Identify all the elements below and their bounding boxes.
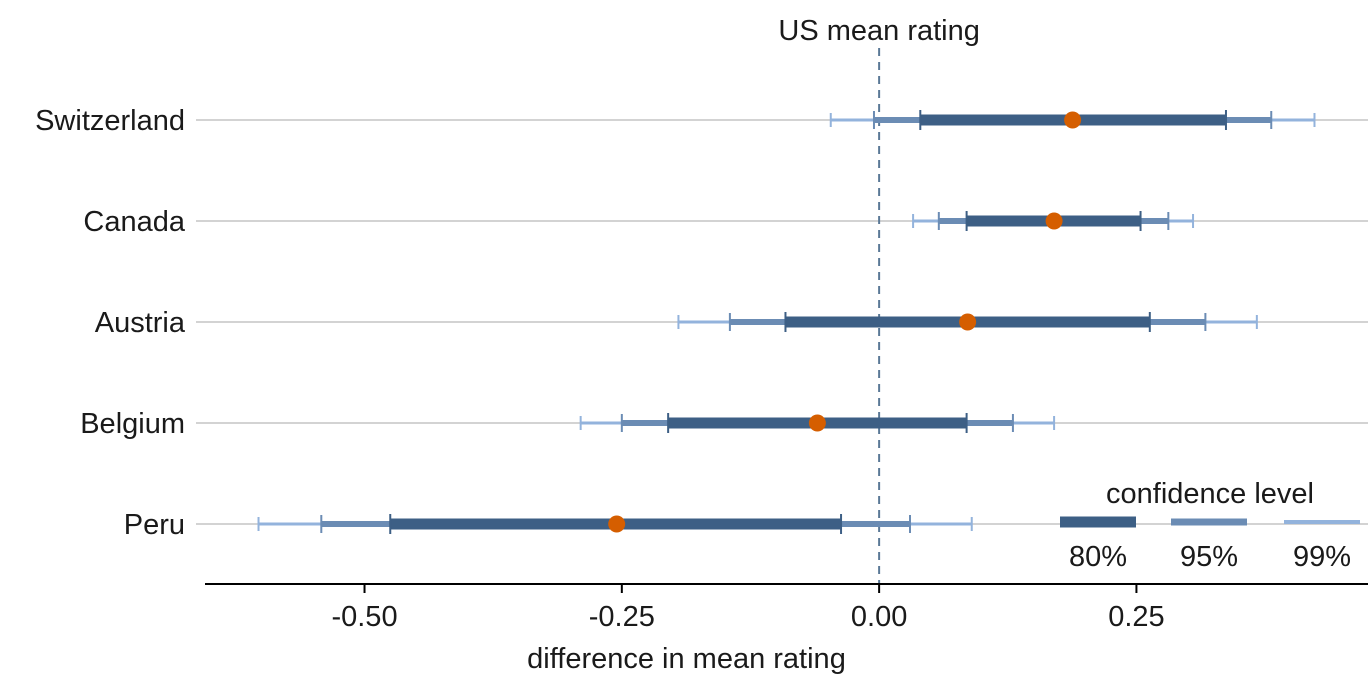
x-tick-label-3: 0.25 <box>1108 601 1164 633</box>
legend: confidence level 80% 95% 99% <box>1060 478 1360 573</box>
x-tick-label-2: 0.00 <box>851 601 907 633</box>
point-estimates <box>608 111 1082 533</box>
category-label-canada: Canada <box>83 206 185 238</box>
x-tick-label-1: -0.25 <box>589 601 655 633</box>
x-axis: -0.50 -0.25 0.00 0.25 <box>205 583 1368 633</box>
category-labels: Switzerland Canada Austria Belgium Peru <box>35 105 186 541</box>
reference-line-label: US mean rating <box>778 15 980 47</box>
category-label-austria: Austria <box>95 307 186 339</box>
point-estimate-peru <box>608 515 626 533</box>
x-axis-title: difference in mean rating <box>527 643 846 675</box>
point-estimate-canada <box>1045 212 1063 230</box>
legend-title: confidence level <box>1106 478 1314 510</box>
point-estimate-belgium <box>808 414 826 432</box>
category-label-switzerland: Switzerland <box>35 105 185 137</box>
legend-label-95: 95% <box>1180 541 1238 573</box>
legend-label-80: 80% <box>1069 541 1127 573</box>
reference-line-group: US mean rating <box>778 15 980 584</box>
x-tick-label-0: -0.50 <box>331 601 397 633</box>
point-estimate-switzerland <box>1064 111 1082 129</box>
point-estimate-austria <box>959 313 977 331</box>
legend-label-99: 99% <box>1293 541 1351 573</box>
category-label-belgium: Belgium <box>80 408 185 440</box>
category-label-peru: Peru <box>124 509 185 541</box>
